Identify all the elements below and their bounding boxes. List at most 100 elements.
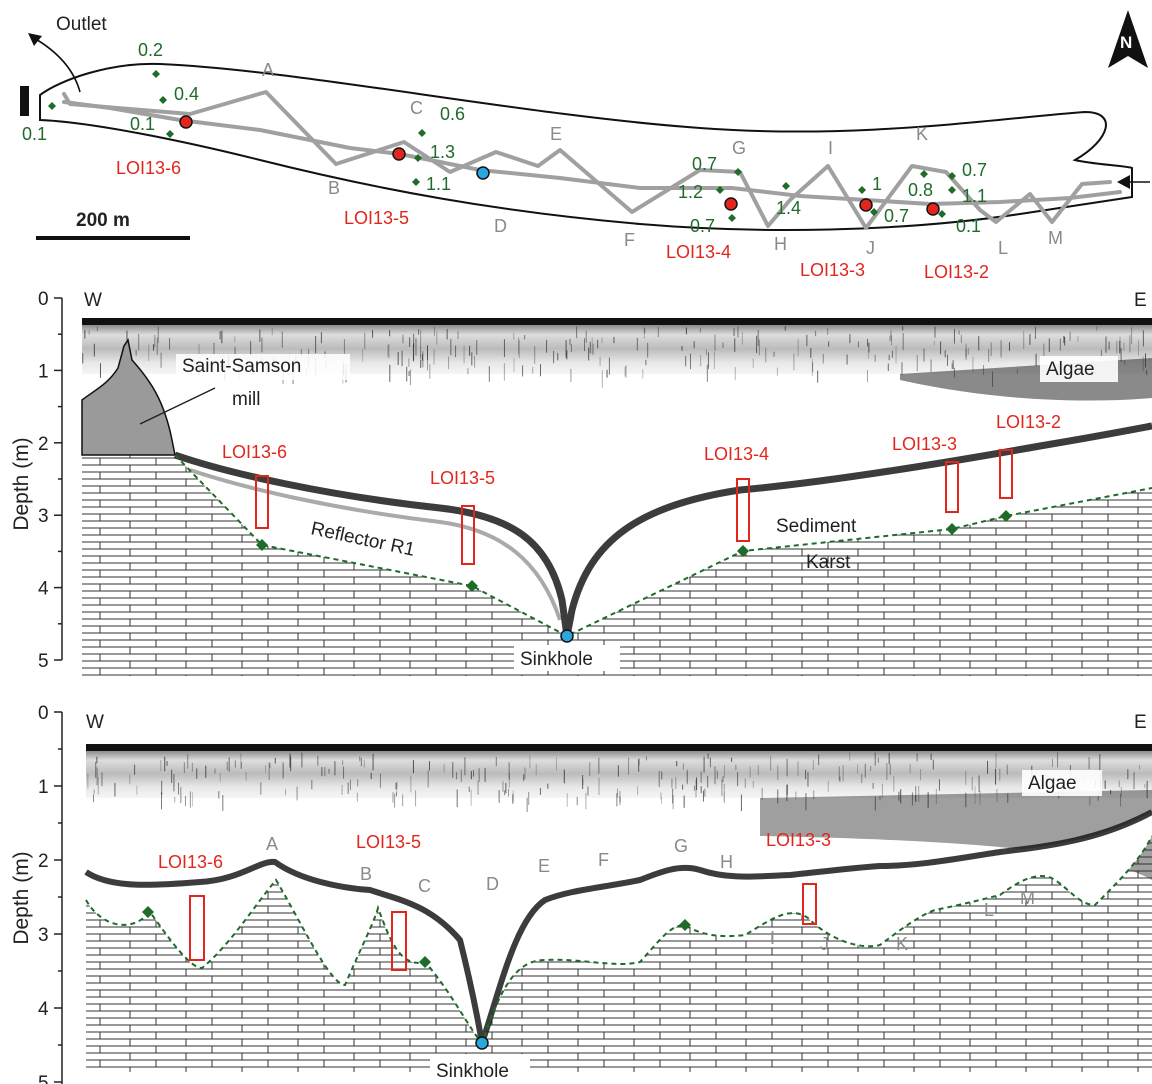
lake-outline [39,62,1133,231]
karst-label: Karst [806,552,851,573]
profile-2-depth-markers [142,906,691,968]
profile-2-y-axis-label: Depth (m) [10,851,33,944]
profile-1-algae-label: Algae [1046,359,1095,380]
map-letter-j: J [866,238,875,258]
profile-1-west-label: W [84,290,102,311]
profile-2-letter-g: G [674,836,688,856]
outlet-label: Outlet [56,14,107,35]
map-letter-i: I [828,138,833,158]
inlet-arrow-head [1117,175,1130,189]
map-depth-marker [728,214,736,222]
map-depth-value: 1.1 [962,186,987,206]
map-depth-marker [418,129,426,137]
profile-1-core-box [999,449,1013,499]
y-tick-label: 3 [38,506,49,527]
map-core-marker [724,197,738,211]
profile-1-sediment-fill [175,426,1152,636]
map-depth-marker [716,186,724,194]
profile-2-west-label: W [86,712,104,733]
map-depth-value: 0.1 [130,114,155,134]
profile-2-karst-boundary [85,835,1152,1045]
profile-2-algae-echo [760,790,1152,880]
map-depth-value: 1.4 [776,198,801,218]
profile-2-letter-k: K [896,934,908,954]
map-depth-value: 0.1 [22,124,47,144]
map-core-label: LOI13-4 [666,242,731,262]
map-section-letters: A B C D E F G H I J K L M [262,60,1063,258]
map-depth-marker [948,172,956,180]
outlet-arrow [33,37,81,93]
map-depth-marker [858,186,866,194]
map-depth-value: 1 [872,174,882,194]
profile-1-y-axis-label: Depth (m) [10,437,33,530]
profile-2-letter-b: B [360,864,372,884]
profile-1-sinkhole-marker [560,629,574,643]
profile-2-algae-label: Algae [1028,773,1077,794]
y-tick-label: 5 [38,1073,49,1084]
profile-2-karst-fill [86,836,1152,1072]
profile-1-core-label: LOI13-4 [704,444,769,464]
map-core-label: LOI13-3 [800,260,865,280]
map-depth-marker [159,96,167,104]
profile-1-karst-fill [82,455,1152,676]
profile-1-core-label: LOI13-5 [430,468,495,488]
map-depth-values: 0.20.40.1 0.1 0.61.31.10.71.20.71.410.70.8… [22,40,987,236]
map-core-label: LOI13-2 [924,262,989,282]
profile-2-y-ticks: 0 1 2 3 4 5 [38,703,62,1084]
map-depth-marker [412,178,420,186]
map-core-label: LOI13-6 [116,158,181,178]
profile-2-sediment-fill [86,812,1152,1043]
map-depth-value: 0.2 [138,40,163,60]
map-depth-marker [734,168,742,176]
map-depth-marker [920,170,928,178]
profile-2-core-label: LOI13-6 [158,852,223,872]
map-depth-value: 1.2 [678,182,703,202]
profile-2-section-letters: A B C D E F G H I J K L M [266,834,1035,954]
map-letter-d: D [494,216,507,236]
map-depth-value: 0.7 [690,216,715,236]
mill-label-line2: mill [232,389,261,410]
profile-2-water-band [86,744,1152,798]
profile-2-letter-c: C [418,876,431,896]
north-arrow: N [1108,10,1148,68]
map-depth-marker [166,130,174,138]
profile-2-algae-bg [1022,770,1102,796]
profile-1-core-boxes: LOI13-6 LOI13-5 LOI13-4 LOI13-3 LOI13-2 [222,412,1061,565]
map-depth-marker [948,186,956,194]
map-core-marker [392,147,406,161]
profile-1-core-box [461,505,475,565]
y-tick-label: 1 [38,777,49,798]
profile-1-karst-boundary [174,454,1152,638]
profile-2-letter-a: A [266,834,278,854]
map-depth-marker [152,70,160,78]
profile-2-echo-noise [87,752,1148,813]
y-tick-label: 2 [38,851,49,872]
map-letter-l: L [998,238,1008,258]
map-depth-marker [782,182,790,190]
map-depth-marker [938,210,946,218]
profile-1-y-ticks: 0 1 2 3 4 5 [38,289,62,672]
profile-2-letter-d: D [486,874,499,894]
map-depth-value: 0.1 [956,216,981,236]
map-letter-h: H [774,234,787,254]
profile-1-core-label: LOI13-3 [892,434,957,454]
profile-2-surface [86,744,1152,751]
map-core-marker [926,202,940,216]
profile-2-core-box [802,883,817,925]
profile-2-sinkhole-label: Sinkhole [436,1061,509,1082]
profile-2-letter-f: F [598,850,609,870]
y-tick-label: 0 [38,289,49,310]
outlet-arrow-head [28,33,42,46]
map-letter-k: K [916,124,928,144]
y-tick-label: 5 [38,651,49,672]
y-tick-label: 4 [38,999,49,1020]
mill-leader-line [139,387,216,425]
map-letter-g: G [732,138,746,158]
profile-2-core-label: LOI13-3 [766,830,831,850]
profile-2-letter-j: J [820,934,829,954]
outlet-bar [20,86,29,116]
profile-1-core-box [736,478,750,542]
profile-1: LOI13-6 LOI13-5 LOI13-4 LOI13-3 LOI13-2 0 1 2 3… [10,289,1152,676]
profile-2-core-label: LOI13-5 [356,832,421,852]
map-letter-a: A [262,60,274,80]
